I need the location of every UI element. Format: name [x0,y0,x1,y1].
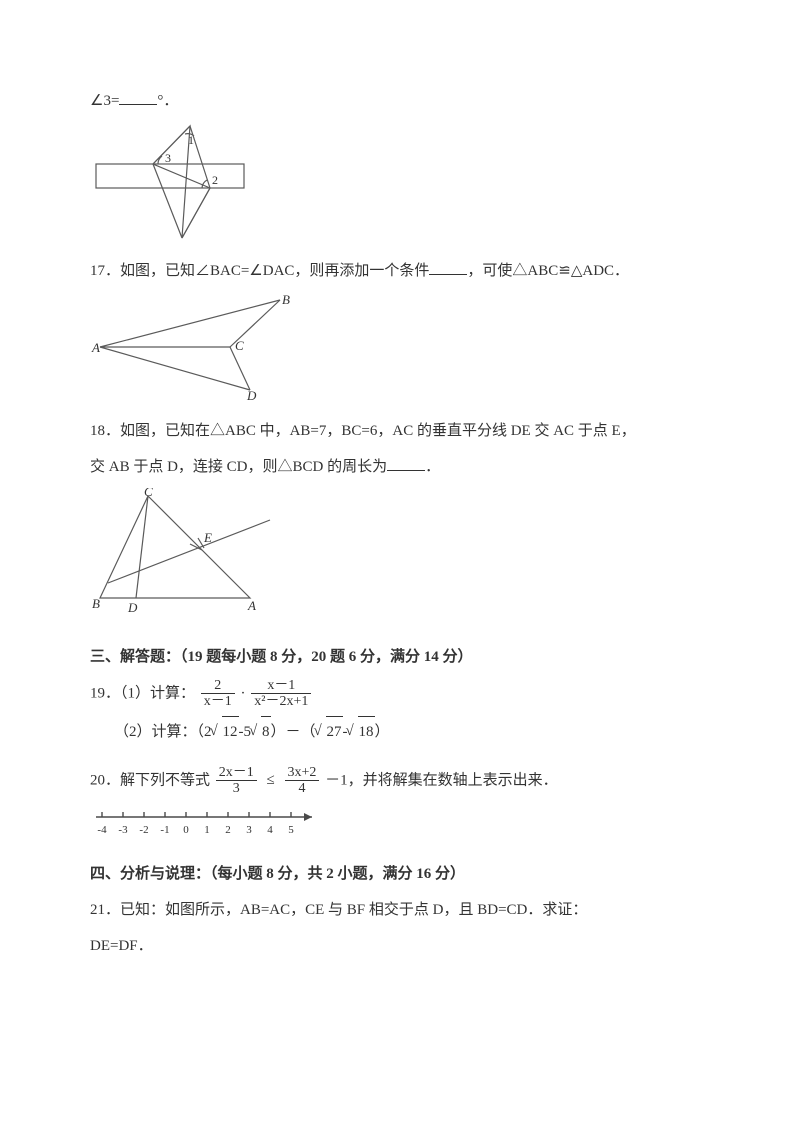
fig18-C: C [144,488,153,499]
q18-line2: 交 AB 于点 D，连接 CD，则△BCD 的周长为 ． [90,452,710,482]
numberline-tick: 1 [204,824,210,836]
q21-line1: 21．已知：如图所示，AB=AC，CE 与 BF 相交于点 D，且 BD=CD．… [90,895,710,925]
q16-line: ∠3= °． [90,86,710,116]
numberline-tick: -2 [139,824,148,836]
fig17-B: B [282,292,290,307]
q20-suffix: －1，并将解集在数轴上表示出来． [325,772,558,788]
numberline-tick: 5 [288,824,294,836]
q16-prefix: ∠3= [90,93,119,109]
fig16: 1 3 2 [90,122,710,242]
fig18-B: B [92,596,100,611]
q19-p2-label: （2）计算：（2 [114,724,212,740]
q19-end: ） [375,724,390,740]
q17-b: ，可使△ABC≌△ADC． [467,263,629,279]
numberline-tick: 2 [225,824,231,836]
q19-sqrt8: 8 [251,716,271,747]
q17-line: 17．如图，已知∠BAC=∠DAC，则再添加一个条件 ，可使△ABC≌△ADC． [90,256,710,286]
q20-frac4: 3x+2 4 [285,765,320,797]
fig16-label-3: 3 [165,151,171,165]
numberline-tick: -3 [118,824,128,836]
fig18-D: D [127,600,138,615]
q21-line2: DE=DF． [90,931,710,961]
q19-p1-label: 19．（1）计算： [90,685,195,701]
q17-blank [429,261,467,275]
numberline-tick: 3 [246,824,252,836]
q19-part2: （2）计算：（212-58）－（27-18） [90,716,710,747]
fig16-label-1: 1 [188,133,194,147]
q19-frac2: x－1 x²－2x+1 [251,678,311,710]
numberline-tick: 0 [183,824,189,836]
fig18: C B A D E [90,488,710,618]
fig17-D: D [246,388,257,402]
q19-part1: 19．（1）计算： 2 x－1 · x－1 x²－2x+1 [90,678,710,710]
q19-sqrt27: 27 [316,716,343,747]
fig18-A: A [247,598,256,613]
q16-blank [119,91,157,105]
q17-a: 17．如图，已知∠BAC=∠DAC，则再添加一个条件 [90,263,429,279]
numberline-tick: -4 [97,824,107,836]
fig17-C: C [235,338,244,353]
numberline-tick: -1 [160,824,169,836]
fig17-A: A [91,340,100,355]
q20-prefix: 20．解下列不等式 [90,772,210,788]
q19-frac1: 2 x－1 [201,678,235,710]
q18-blank [387,457,425,471]
q20-frac3: 2x－1 3 [216,765,257,797]
q18-line2b: ． [425,459,440,475]
section3-heading: 三、解答题：（19 题每小题 8 分，20 题 6 分，满分 14 分） [90,642,710,672]
q20-line: 20．解下列不等式 2x－1 3 ≤ 3x+2 4 －1，并将解集在数轴上表示出… [90,765,710,797]
q18-line2a: 交 AB 于点 D，连接 CD，则△BCD 的周长为 [90,459,387,475]
fig16-label-2: 2 [212,173,218,187]
q20-le: ≤ [267,772,275,788]
fig17: B A C D [90,292,710,402]
q19-mid: ）－（ [271,724,316,740]
section4-heading: 四、分析与说理：（每小题 8 分，共 2 小题，满分 16 分） [90,859,710,889]
numberline: -4 -3 -2 -1 0 1 2 3 4 5 [90,803,710,839]
fig18-E: E [203,530,212,545]
q19-sqrt18: 18 [348,716,375,747]
q18-line1: 18．如图，已知在△ABC 中，AB=7，BC=6，AC 的垂直平分线 DE 交… [90,416,710,446]
q16-suffix: °． [157,93,178,109]
numberline-tick: 4 [267,824,273,836]
q19-dot: · [241,685,246,701]
q19-sqrt12: 12 [212,716,239,747]
